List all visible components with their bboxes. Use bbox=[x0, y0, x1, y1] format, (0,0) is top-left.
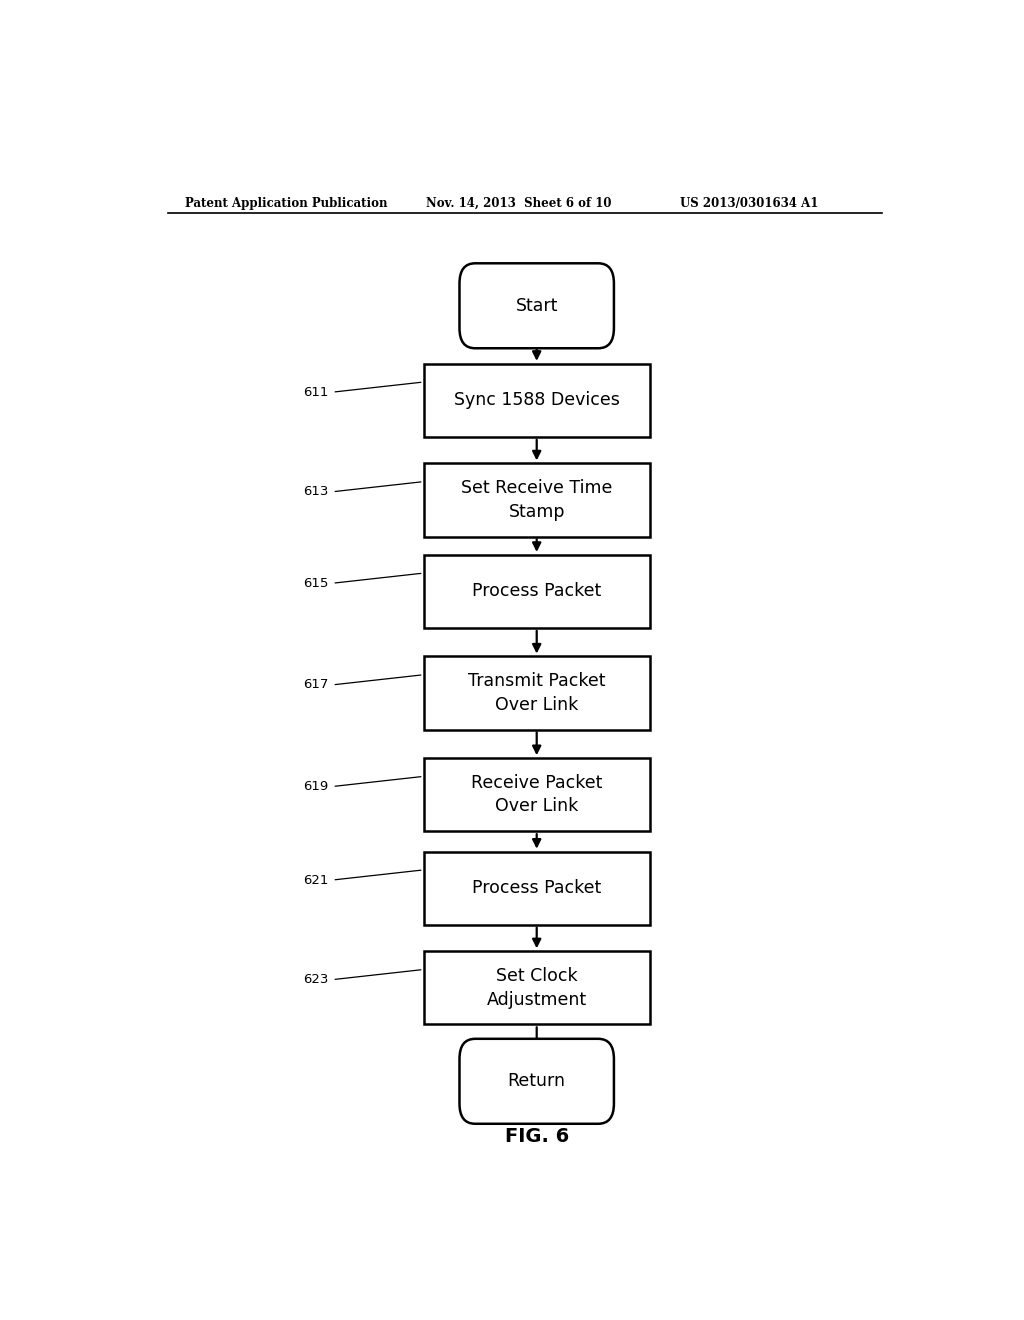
Text: FIG. 6: FIG. 6 bbox=[505, 1127, 568, 1146]
Text: 613: 613 bbox=[303, 486, 329, 498]
Text: 615: 615 bbox=[303, 577, 329, 590]
Text: Patent Application Publication: Patent Application Publication bbox=[185, 197, 388, 210]
Text: Start: Start bbox=[515, 297, 558, 314]
Text: 621: 621 bbox=[303, 874, 329, 887]
Bar bbox=[424, 952, 650, 1024]
Text: Process Packet: Process Packet bbox=[472, 879, 601, 898]
Text: Transmit Packet
Over Link: Transmit Packet Over Link bbox=[468, 672, 605, 714]
Bar bbox=[424, 656, 650, 730]
Text: US 2013/0301634 A1: US 2013/0301634 A1 bbox=[680, 197, 818, 210]
Text: Receive Packet
Over Link: Receive Packet Over Link bbox=[471, 774, 602, 816]
Bar bbox=[424, 554, 650, 628]
Text: 619: 619 bbox=[303, 780, 329, 793]
Text: 623: 623 bbox=[303, 973, 329, 986]
Text: Nov. 14, 2013  Sheet 6 of 10: Nov. 14, 2013 Sheet 6 of 10 bbox=[426, 197, 611, 210]
Text: Process Packet: Process Packet bbox=[472, 582, 601, 601]
Bar bbox=[424, 851, 650, 925]
Text: Return: Return bbox=[508, 1072, 565, 1090]
Text: Set Clock
Adjustment: Set Clock Adjustment bbox=[486, 968, 587, 1008]
Text: 617: 617 bbox=[303, 678, 329, 692]
FancyBboxPatch shape bbox=[460, 1039, 614, 1123]
Text: Set Receive Time
Stamp: Set Receive Time Stamp bbox=[461, 479, 612, 520]
Bar bbox=[424, 758, 650, 832]
Bar bbox=[424, 463, 650, 536]
Text: 611: 611 bbox=[303, 385, 329, 399]
FancyBboxPatch shape bbox=[460, 263, 614, 348]
Bar bbox=[424, 364, 650, 437]
Text: Sync 1588 Devices: Sync 1588 Devices bbox=[454, 391, 620, 409]
